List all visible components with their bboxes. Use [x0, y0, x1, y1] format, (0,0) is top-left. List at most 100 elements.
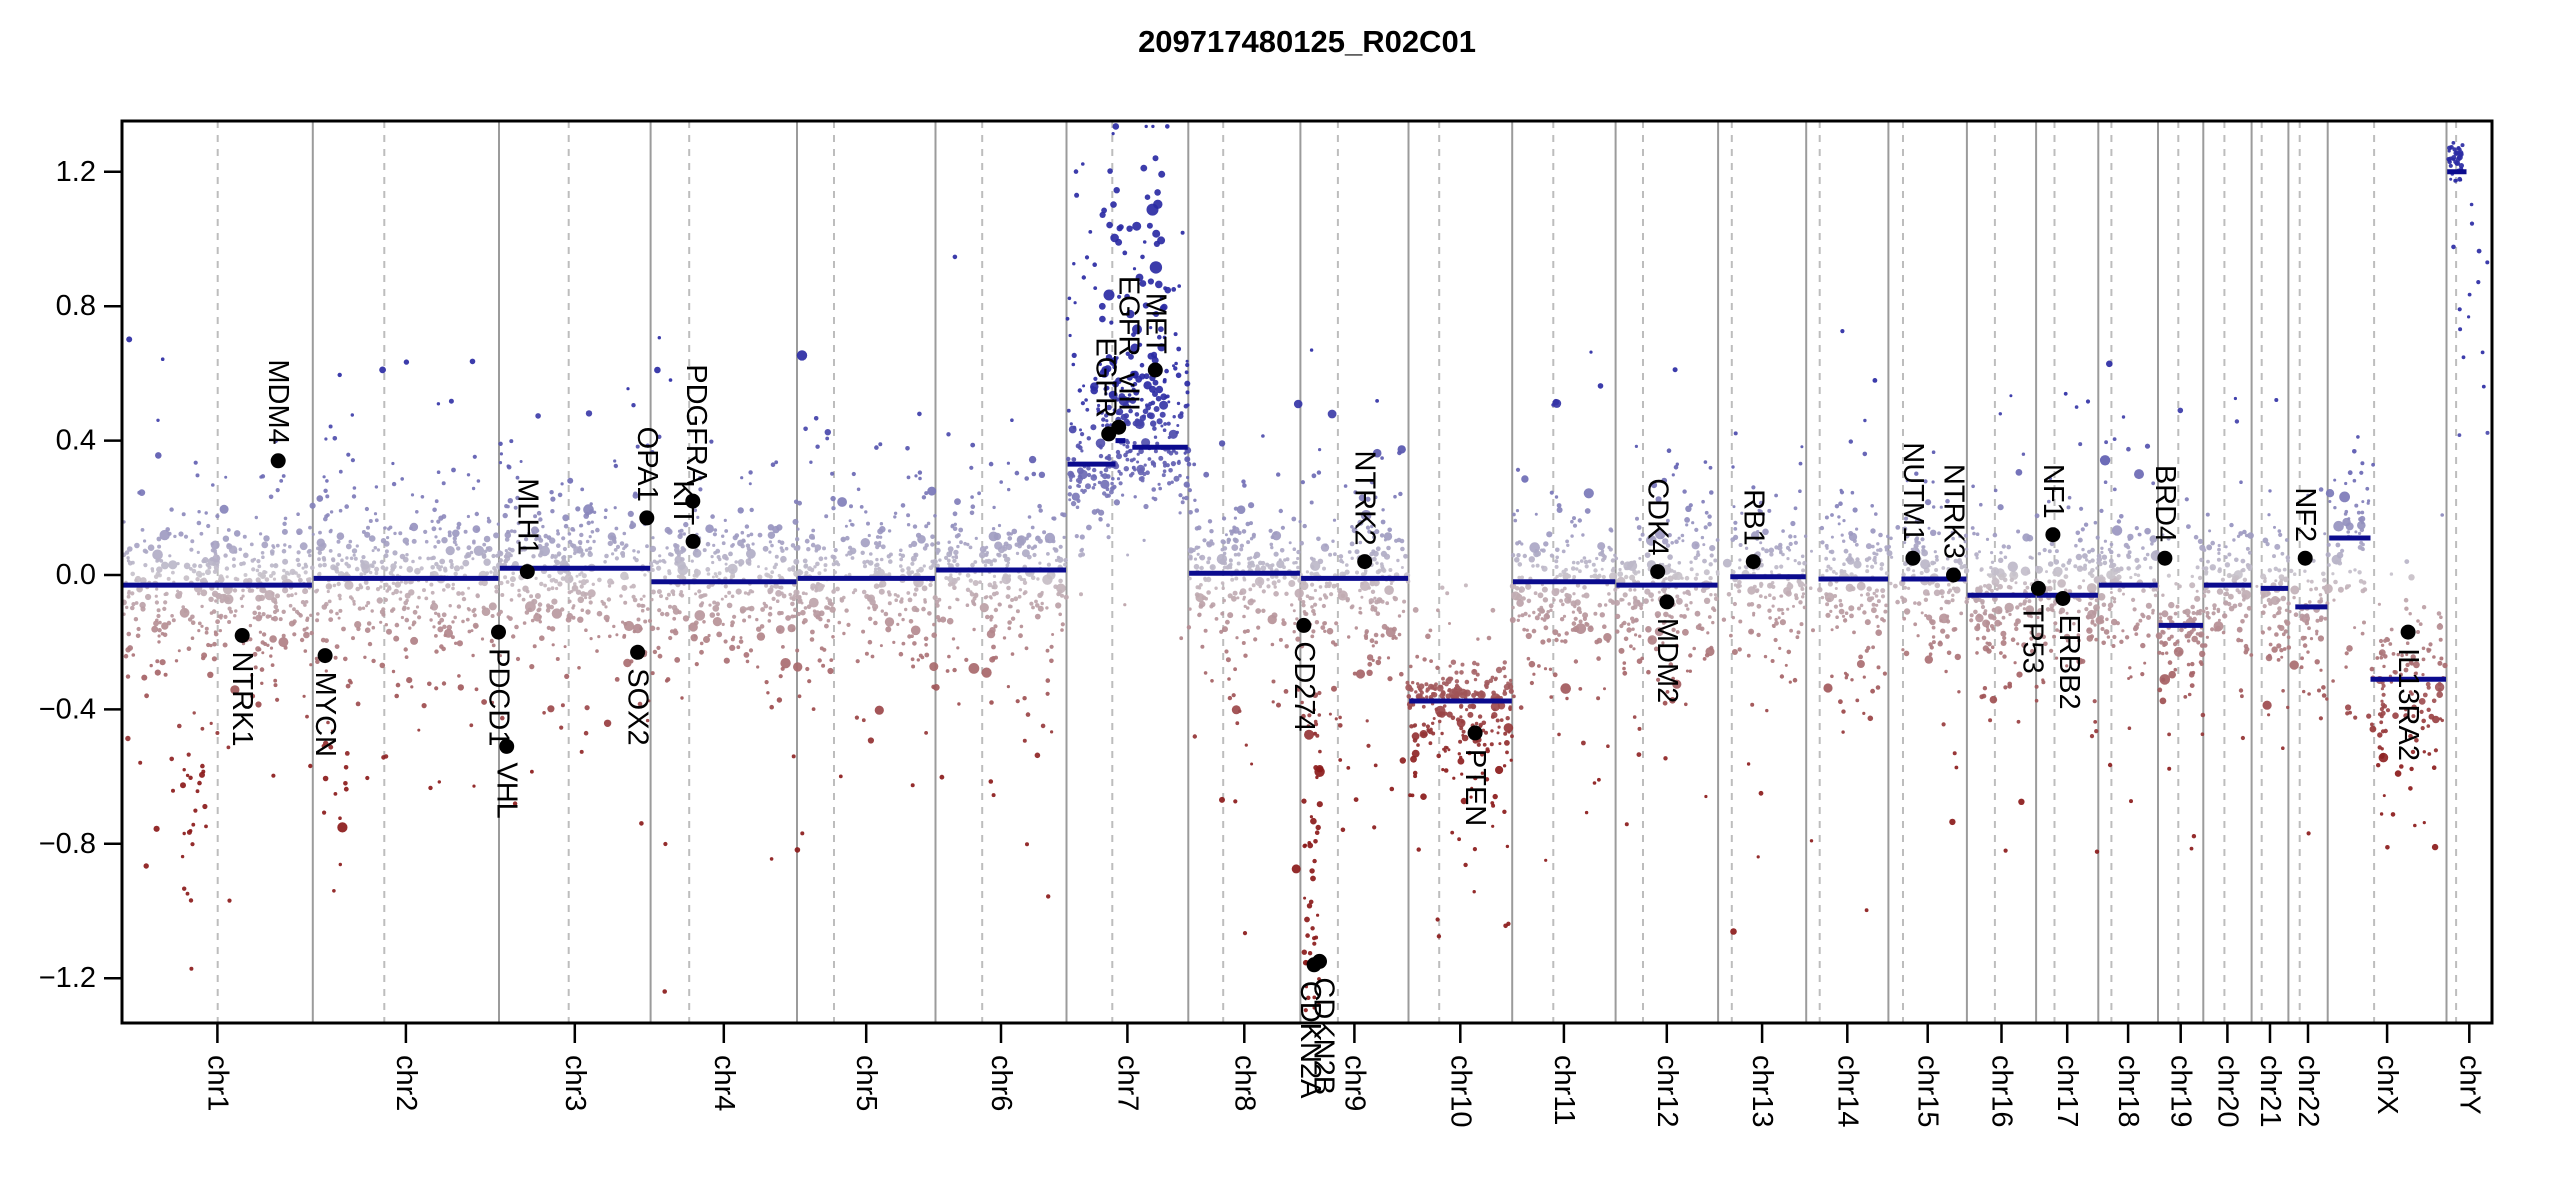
- probe-point: [136, 626, 141, 632]
- probe-point: [1350, 604, 1355, 609]
- probe-point: [859, 505, 864, 509]
- probe-point: [1533, 591, 1538, 596]
- probe-point: [615, 633, 619, 637]
- probe-point: [635, 444, 640, 449]
- probe-point: [1370, 607, 1375, 612]
- probe-point: [1460, 662, 1465, 667]
- probe-point: [383, 754, 389, 759]
- probe-point: [302, 588, 309, 595]
- probe-point: [992, 505, 996, 510]
- probe-point: [1779, 619, 1786, 626]
- probe-point: [1358, 606, 1362, 610]
- probe-point: [2029, 636, 2034, 641]
- probe-point: [724, 529, 729, 533]
- probe-point: [584, 628, 588, 632]
- probe-point: [1065, 316, 1070, 321]
- probe-point: [1167, 435, 1171, 440]
- probe-point: [376, 597, 383, 604]
- probe-point: [1461, 729, 1466, 734]
- probe-point: [513, 505, 518, 510]
- probe-point: [1101, 423, 1105, 427]
- probe-point: [2182, 609, 2187, 615]
- probe-point: [1880, 588, 1886, 594]
- probe-point: [500, 715, 505, 721]
- probe-point: [751, 542, 755, 546]
- probe-point: [1152, 379, 1159, 386]
- probe-point: [2161, 593, 2165, 597]
- probe-point: [1005, 563, 1010, 568]
- probe-point: [1583, 592, 1590, 599]
- probe-point: [1300, 700, 1304, 705]
- probe-point: [400, 477, 405, 481]
- probe-point: [1206, 590, 1211, 595]
- probe-point: [2073, 564, 2078, 569]
- probe-point: [1490, 675, 1495, 680]
- probe-point: [361, 606, 366, 610]
- probe-point: [572, 528, 576, 532]
- probe-point: [1292, 630, 1296, 634]
- probe-point: [1393, 494, 1397, 499]
- probe-point: [1236, 596, 1240, 600]
- probe-point: [567, 532, 572, 536]
- probe-point: [506, 464, 511, 469]
- probe-point: [1142, 538, 1146, 543]
- probe-point: [436, 470, 441, 475]
- probe-point: [694, 610, 706, 621]
- probe-point: [257, 564, 262, 569]
- probe-point: [1702, 543, 1706, 547]
- probe-point: [255, 568, 260, 573]
- probe-point: [1007, 487, 1011, 492]
- probe-point: [1392, 634, 1397, 639]
- probe-point: [1646, 669, 1651, 675]
- probe-point: [2101, 554, 2108, 560]
- probe-point: [1093, 483, 1097, 487]
- probe-point: [461, 619, 465, 624]
- probe-point: [338, 608, 343, 613]
- probe-point: [1962, 564, 1967, 569]
- probe-point: [363, 655, 367, 659]
- probe-point: [1636, 525, 1642, 530]
- probe-point: [1235, 721, 1240, 726]
- probe-point: [1510, 553, 1516, 558]
- probe-point: [1584, 621, 1589, 626]
- probe-point: [515, 495, 520, 501]
- probe-point: [639, 821, 644, 826]
- probe-point: [924, 543, 929, 548]
- probe-point: [603, 515, 608, 520]
- probe-point: [358, 583, 362, 587]
- probe-point: [873, 583, 880, 589]
- probe-point: [1100, 479, 1110, 489]
- probe-point: [608, 634, 612, 639]
- probe-point: [745, 659, 750, 664]
- probe-point: [1708, 562, 1713, 567]
- probe-point: [556, 529, 560, 533]
- probe-point: [746, 548, 756, 559]
- probe-point: [303, 631, 310, 639]
- probe-point: [1444, 681, 1449, 687]
- probe-point: [1503, 731, 1508, 736]
- probe-point: [286, 593, 291, 598]
- probe-point: [867, 594, 875, 603]
- probe-point: [1216, 553, 1228, 565]
- probe-point: [984, 559, 989, 564]
- probe-point: [2151, 608, 2155, 613]
- probe-point: [2094, 576, 2100, 583]
- probe-point: [154, 594, 158, 598]
- probe-point: [161, 622, 169, 630]
- probe-point: [1470, 786, 1474, 790]
- probe-point: [1016, 535, 1027, 545]
- probe-point: [767, 611, 773, 617]
- probe-point: [668, 604, 672, 609]
- probe-point: [1185, 362, 1190, 368]
- probe-point: [2161, 630, 2166, 635]
- probe-point: [2101, 602, 2107, 608]
- probe-point: [1243, 653, 1248, 658]
- probe-point: [169, 507, 174, 512]
- probe-point: [1153, 435, 1158, 439]
- probe-point: [766, 691, 770, 695]
- probe-point: [1546, 610, 1550, 614]
- probe-point: [1488, 678, 1494, 683]
- probe-point: [2242, 577, 2248, 582]
- probe-point: [931, 632, 937, 638]
- probe-point: [774, 554, 779, 559]
